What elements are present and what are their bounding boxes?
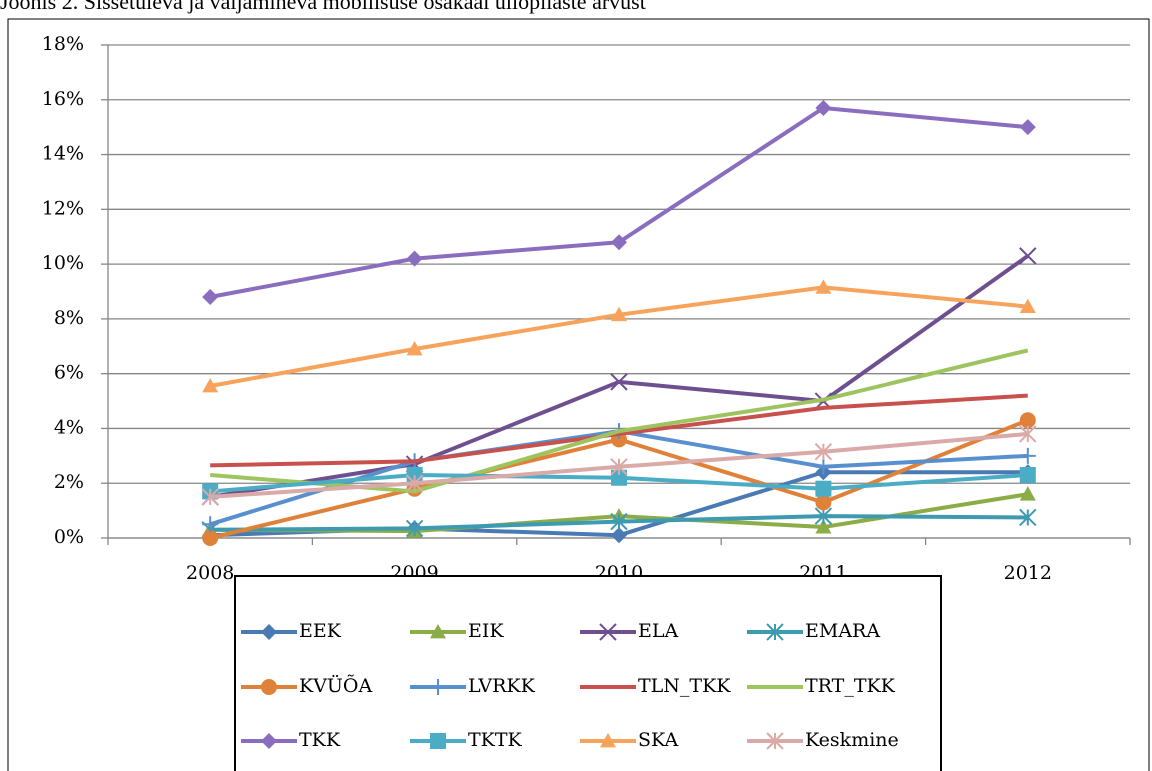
marker	[815, 458, 832, 475]
marker	[611, 306, 627, 322]
marker	[430, 733, 446, 749]
marker	[1019, 425, 1037, 443]
legend-label: TLN_TKK	[638, 675, 731, 697]
y-tick-label: 16%	[42, 88, 84, 110]
y-tick-label: 12%	[42, 197, 84, 219]
marker	[1019, 412, 1036, 429]
series-line	[209, 285, 1028, 388]
y-tick-label: 10%	[42, 252, 84, 274]
y-tick-label: 0%	[54, 526, 84, 548]
marker	[1019, 508, 1037, 527]
marker	[1019, 298, 1036, 313]
chart-frame	[7, 18, 1150, 771]
marker	[815, 519, 832, 534]
legend-label: EMARA	[805, 620, 880, 642]
marker	[814, 507, 833, 525]
legend-label: TKTK	[468, 729, 523, 751]
marker	[406, 341, 423, 356]
y-tick-label: 14%	[42, 143, 84, 165]
legend: EEK EIK ELA EMARA KVÜÕA LVRKK TLN_TKK TRT_TKK TK…	[234, 575, 942, 771]
marker	[430, 679, 446, 695]
marker	[405, 519, 424, 538]
marker	[1019, 119, 1036, 136]
marker	[202, 516, 219, 533]
y-tick-label: 4%	[54, 416, 84, 438]
marker	[766, 732, 784, 750]
marker	[766, 623, 784, 641]
x-tick-label: 2008	[186, 562, 234, 584]
marker	[261, 679, 277, 695]
legend-label: SKA	[638, 729, 678, 751]
series-line	[210, 393, 1028, 468]
marker	[201, 488, 219, 506]
marker	[405, 474, 424, 492]
legend-label: Keskmine	[805, 729, 899, 751]
marker	[406, 250, 423, 267]
legend-label: TKK	[299, 729, 341, 751]
marker	[611, 234, 627, 251]
marker	[599, 623, 617, 641]
marker	[815, 99, 832, 116]
legend-box	[234, 575, 942, 771]
marker	[815, 279, 832, 294]
marker	[202, 288, 219, 305]
legend-label: LVRKK	[468, 675, 536, 697]
marker	[610, 512, 628, 531]
legend-label: ELA	[638, 620, 678, 642]
chart-title: Joonis 2. Sissetuleva ja väljamineva mob…	[0, 0, 646, 14]
marker	[815, 480, 832, 497]
marker	[1019, 247, 1037, 265]
x-tick-label: 2012	[1004, 562, 1052, 584]
marker	[610, 458, 628, 476]
y-tick-label: 18%	[42, 33, 84, 55]
marker	[815, 494, 832, 511]
marker	[202, 530, 219, 546]
marker	[261, 624, 277, 640]
legend-label: KVÜÕA	[299, 674, 373, 697]
marker	[611, 527, 627, 544]
marker	[430, 624, 446, 639]
marker	[814, 443, 833, 461]
marker	[1019, 447, 1036, 464]
y-tick-label: 2%	[54, 471, 84, 493]
legend-label: EIK	[468, 620, 504, 642]
marker	[600, 733, 616, 748]
legend-label: EEK	[299, 620, 342, 642]
legend-label: TRT_TKK	[805, 675, 896, 697]
marker	[1019, 467, 1036, 484]
marker	[202, 377, 219, 393]
marker	[1019, 486, 1036, 501]
marker	[610, 373, 628, 391]
y-tick-label: 6%	[54, 362, 84, 384]
marker	[261, 733, 277, 749]
marker	[611, 469, 627, 486]
y-tick-label: 8%	[54, 307, 84, 329]
series-line	[209, 105, 1028, 299]
